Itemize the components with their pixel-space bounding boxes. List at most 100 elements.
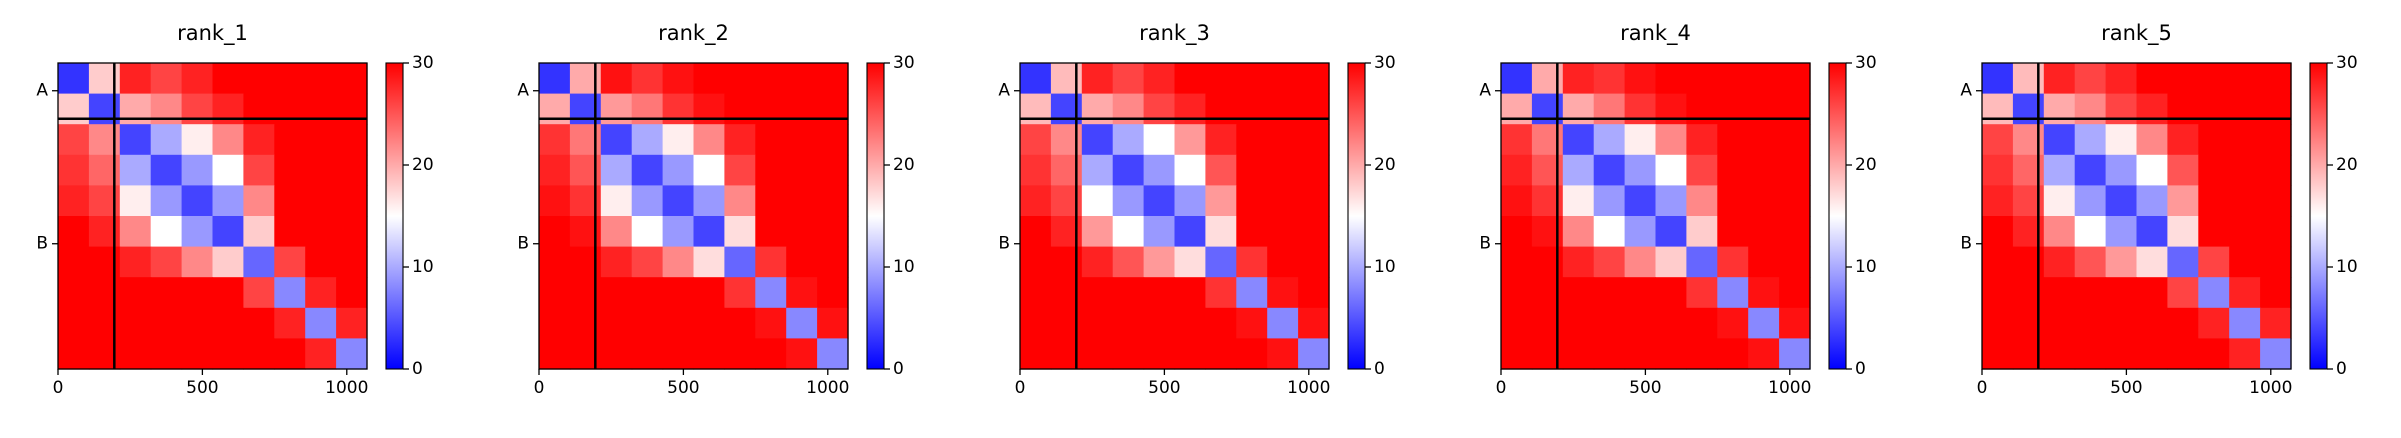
y-tick-label: B [36,234,48,254]
y-tick-label: A [1479,81,1491,101]
colorbar [385,62,404,370]
heatmap-cell [305,63,337,95]
heatmap-cell [2198,246,2230,278]
heatmap-cell [1267,307,1299,339]
y-tick-label: A [1960,81,1972,101]
heatmap-cell [693,307,725,339]
heatmap-cell [1205,277,1237,309]
heatmap-cell [2136,307,2168,339]
heatmap-cell [1143,63,1176,95]
heatmap-cell [2043,124,2076,156]
heatmap-cell [1748,93,1780,125]
heatmap-cell [1298,216,1330,248]
heatmap-cell [1748,154,1780,186]
heatmap-cell [817,246,849,278]
heatmap-cell [274,307,306,339]
heatmap-cell [1531,338,1564,370]
heatmap-cell [1655,63,1687,95]
heatmap-cell [2105,277,2138,309]
heatmap-cell [2260,154,2292,186]
heatmap-cell [2012,277,2045,309]
heatmap-cell [2167,124,2199,156]
heatmap-cell [1050,185,1083,217]
heatmap-cell [662,124,695,156]
heatmap-cell [1267,93,1299,125]
y-tick-label: B [998,234,1010,254]
heatmap-cell [1531,154,1564,186]
heatmap-cell [243,185,275,217]
axes-frame [1019,62,1330,370]
heatmap-cell [817,154,849,186]
heatmap-cell [1501,124,1533,156]
heatmap-cell [1624,63,1657,95]
heatmap-cell [2260,185,2292,217]
heatmap-cell [817,277,849,309]
colorbar-tick-label: 10 [1374,257,1396,277]
heatmap-cell [2105,124,2138,156]
heatmap-cell [569,307,602,339]
heatmap-cell [2198,93,2230,125]
heatmap-cell [569,338,602,370]
heatmap-cell [1593,216,1626,248]
heatmap-cell [2105,338,2138,370]
heatmap-cell [243,93,275,125]
heatmap-cell [2167,63,2199,95]
colorbar-tick-label: 20 [1374,155,1396,175]
heatmap-cell [1112,246,1145,278]
heatmap-cell [305,93,337,125]
heatmap-cell [2105,216,2138,248]
heatmap-cell [693,63,725,95]
heatmap-cell [1531,277,1564,309]
heatmap-cell [181,246,214,278]
heatmap-cell [539,185,571,217]
heatmap-cell [693,246,725,278]
heatmap-cell [1593,154,1626,186]
heatmap-cell [755,63,787,95]
heatmap-cell [336,63,368,95]
heatmap-cell [2012,246,2045,278]
x-tick-label: 500 [1629,378,1661,398]
colorbar-tick-label: 0 [1855,359,1866,379]
heatmap-cell [786,93,818,125]
heatmap-cell [212,216,244,248]
colorbar-tick-label: 0 [893,359,904,379]
heatmap-cell [2229,277,2261,309]
x-tick-label: 0 [534,378,545,398]
heatmap-cell [631,93,664,125]
heatmap-cell [119,93,152,125]
colorbar-tick-label: 0 [412,359,423,379]
heatmap-cell [119,63,152,95]
heatmap-cell [1143,216,1176,248]
chart-title: rank_2 [658,21,729,46]
x-tick-label: 500 [186,378,218,398]
heatmap-cell [1717,246,1749,278]
heatmap-cell [1143,338,1176,370]
heatmap-cell [1655,307,1687,339]
heatmap-cell [1748,185,1780,217]
heatmap-cell [274,246,306,278]
heatmap-cell [1655,246,1687,278]
x-tick-label: 0 [1496,378,1507,398]
heatmap-cell [600,154,633,186]
colorbar [2309,62,2328,370]
heatmap-cell [755,277,787,309]
heatmap-cell [1779,63,1811,95]
heatmap-cell [1267,154,1299,186]
y-tick-label: B [1960,234,1972,254]
heatmap-cell [1081,216,1114,248]
heatmap-cell [1020,307,1052,339]
heatmap-cell [1501,277,1533,309]
heatmap-cell [2260,277,2292,309]
heatmap-cell [2198,216,2230,248]
heatmap-cell [1531,185,1564,217]
heatmap-cell [2260,307,2292,339]
heatmap-cell [274,93,306,125]
heatmap-cell [119,154,152,186]
heatmap-cell [2136,216,2168,248]
heatmap-cell [1531,307,1564,339]
heatmap-cell [305,216,337,248]
heatmap-cell [1020,216,1052,248]
heatmap-cell [1081,185,1114,217]
heatmap-cell [2012,93,2045,125]
heatmap-cell [1717,63,1749,95]
